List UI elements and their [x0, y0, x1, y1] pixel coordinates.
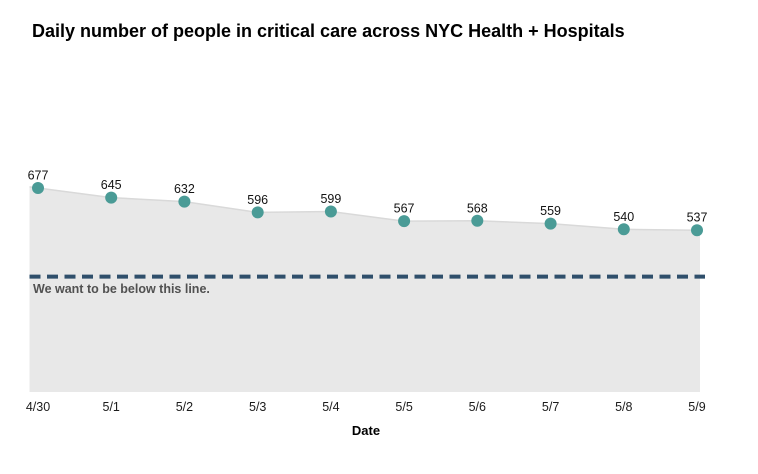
threshold-annotation: We want to be below this line. — [33, 282, 210, 296]
x-tick-label: 5/9 — [688, 400, 705, 414]
x-tick-label: 5/3 — [249, 400, 266, 414]
data-point-marker — [544, 217, 557, 230]
area-edge-line — [29, 186, 700, 231]
data-point-marker — [251, 206, 264, 219]
x-tick-label: 4/30 — [26, 400, 50, 414]
data-point-value-label: 559 — [540, 204, 561, 218]
x-tick-label: 5/6 — [469, 400, 486, 414]
data-point-value-label: 540 — [613, 210, 634, 224]
data-point-marker — [471, 214, 484, 227]
area-fill — [29, 186, 700, 392]
data-point-value-label: 632 — [174, 182, 195, 196]
data-point-marker — [324, 205, 337, 218]
data-point-value-label: 596 — [247, 193, 268, 207]
x-tick-label: 5/8 — [615, 400, 632, 414]
data-point-value-label: 677 — [28, 169, 49, 183]
x-axis-title: Date — [351, 423, 381, 438]
data-point-value-label: 599 — [320, 192, 341, 206]
data-point-value-label: 537 — [687, 211, 708, 225]
data-point-value-label: 645 — [101, 178, 122, 192]
data-point-value-label: 568 — [467, 201, 488, 215]
data-point-marker — [32, 182, 44, 194]
data-point-marker — [691, 224, 703, 237]
x-tick-label: 5/1 — [103, 400, 120, 414]
x-tick-label: 5/4 — [322, 400, 339, 414]
data-point-marker — [178, 195, 191, 208]
x-tick-label: 5/5 — [395, 400, 412, 414]
x-tick-label: 5/2 — [176, 400, 193, 414]
data-point-marker — [617, 223, 630, 236]
data-point-marker — [398, 215, 411, 228]
chart-title: Daily number of people in critical care … — [32, 21, 625, 41]
data-point-marker — [105, 191, 118, 204]
data-point-value-label: 567 — [394, 202, 415, 216]
x-tick-label: 5/7 — [542, 400, 559, 414]
